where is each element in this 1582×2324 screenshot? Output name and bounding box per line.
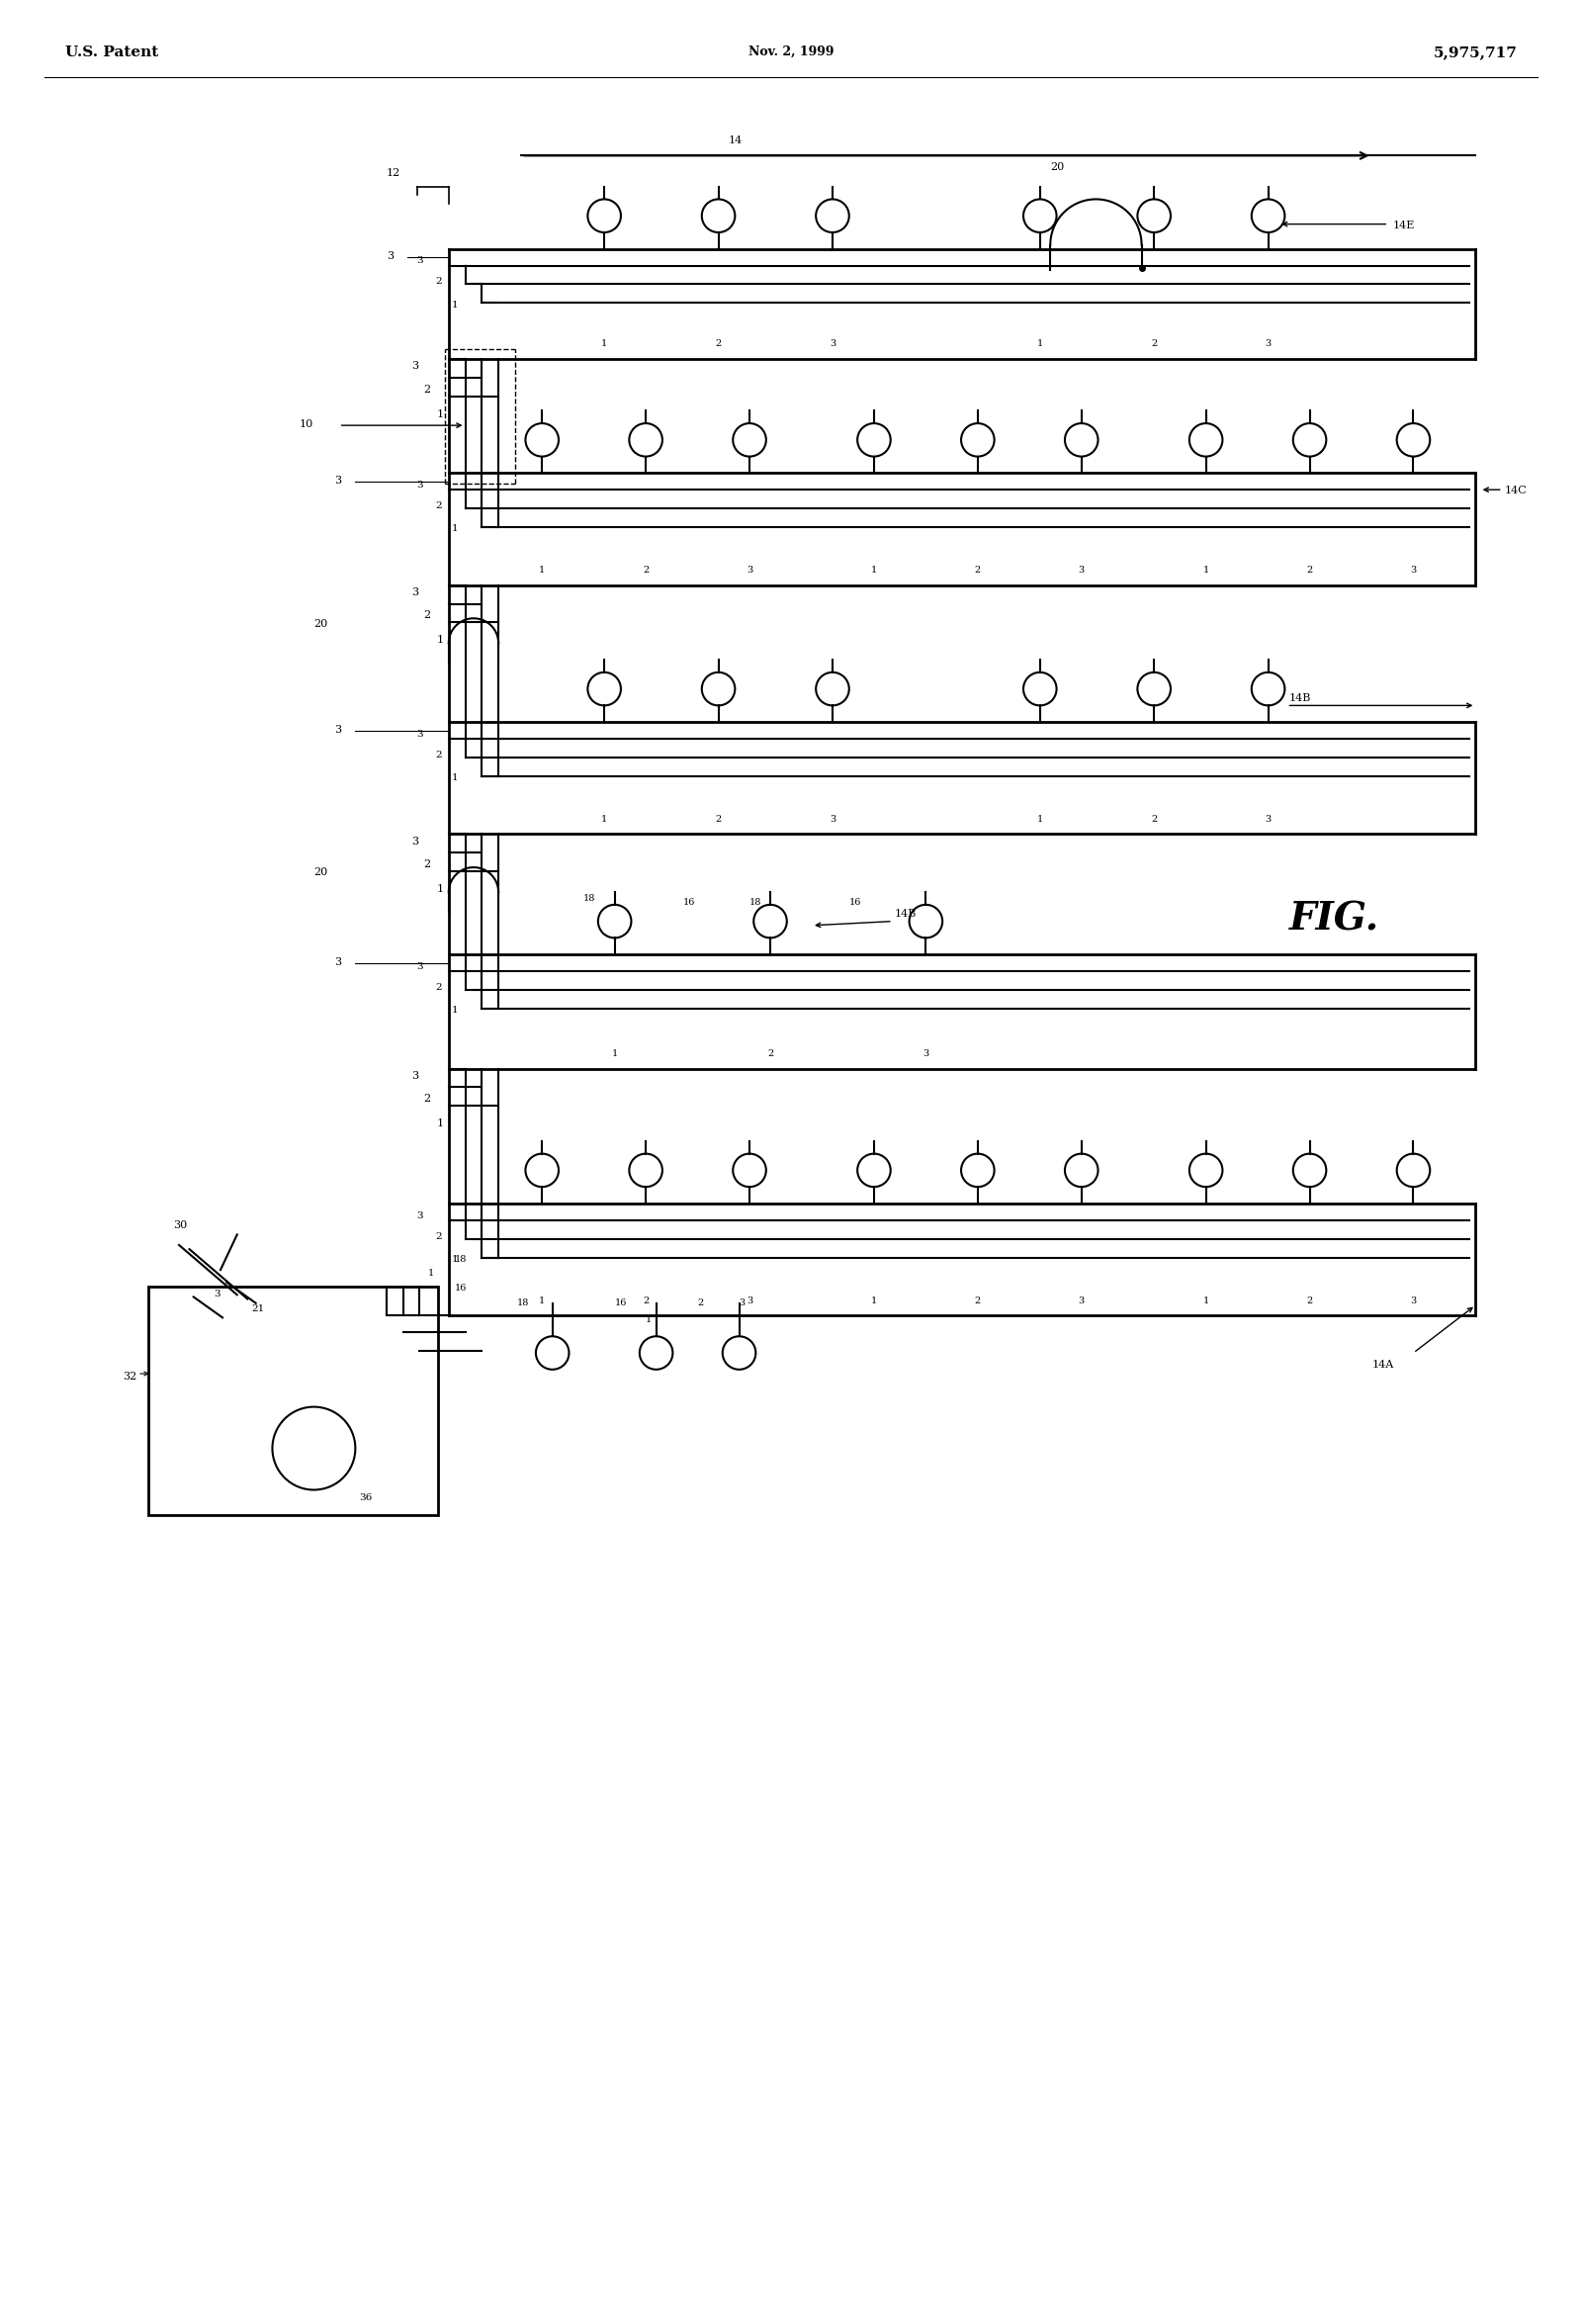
- Text: 1: 1: [612, 1048, 617, 1057]
- Text: 2: 2: [1307, 1297, 1313, 1306]
- Text: 1: 1: [437, 885, 443, 895]
- Text: 1: 1: [872, 565, 876, 574]
- Text: 1: 1: [429, 1269, 433, 1278]
- Text: 2: 2: [435, 277, 441, 286]
- Text: 3: 3: [411, 1071, 418, 1081]
- Text: 5,975,717: 5,975,717: [1433, 46, 1517, 60]
- Text: 1: 1: [451, 774, 459, 783]
- Text: 3: 3: [214, 1290, 221, 1299]
- Text: 3: 3: [334, 957, 342, 967]
- Text: 3: 3: [334, 476, 342, 486]
- Text: 20: 20: [1050, 163, 1065, 172]
- Text: Nov. 2, 1999: Nov. 2, 1999: [748, 46, 834, 58]
- Text: 3: 3: [922, 1048, 929, 1057]
- Text: 1: 1: [451, 1006, 459, 1016]
- Text: 3: 3: [416, 1211, 422, 1220]
- Text: 16: 16: [683, 897, 696, 906]
- Text: 3: 3: [411, 588, 418, 597]
- Text: 2: 2: [1152, 339, 1156, 349]
- Text: 18: 18: [456, 1255, 467, 1264]
- Text: 16: 16: [456, 1283, 467, 1292]
- Text: 1: 1: [437, 1118, 443, 1129]
- Text: 20: 20: [313, 618, 327, 627]
- Text: 3: 3: [1266, 816, 1272, 823]
- Text: 2: 2: [435, 751, 441, 760]
- Text: 1: 1: [451, 525, 459, 532]
- Text: 1: 1: [1202, 565, 1209, 574]
- Text: 3: 3: [416, 730, 422, 739]
- Text: 1: 1: [872, 1297, 876, 1306]
- Text: 1: 1: [451, 1255, 459, 1264]
- Text: 3: 3: [1410, 565, 1416, 574]
- Text: 3: 3: [747, 1297, 753, 1306]
- Text: 32: 32: [123, 1371, 138, 1383]
- Text: 1: 1: [601, 816, 607, 823]
- Text: 2: 2: [1152, 816, 1156, 823]
- Text: 20: 20: [313, 867, 327, 878]
- Text: 12: 12: [386, 167, 400, 179]
- Text: 1: 1: [1202, 1297, 1209, 1306]
- Text: 2: 2: [975, 1297, 981, 1306]
- Text: 3: 3: [416, 962, 422, 971]
- Text: 36: 36: [359, 1494, 373, 1501]
- Text: 10: 10: [299, 421, 313, 430]
- Text: 14: 14: [729, 135, 744, 144]
- Text: 2: 2: [767, 1048, 774, 1057]
- Text: 1: 1: [451, 300, 459, 309]
- Text: 3: 3: [386, 251, 394, 260]
- Text: 1: 1: [645, 1315, 652, 1325]
- Text: 14C: 14C: [1504, 486, 1527, 495]
- Text: 14E: 14E: [1392, 221, 1414, 230]
- Text: 3: 3: [747, 565, 753, 574]
- Text: 16: 16: [615, 1299, 626, 1306]
- Text: 14A: 14A: [1372, 1360, 1394, 1369]
- Text: 1: 1: [601, 339, 607, 349]
- Text: 1: 1: [539, 565, 546, 574]
- Text: 21: 21: [252, 1304, 264, 1313]
- Text: 14B: 14B: [1289, 693, 1311, 704]
- Text: 14B: 14B: [895, 909, 918, 918]
- Text: 2: 2: [435, 502, 441, 511]
- Text: 3: 3: [739, 1299, 745, 1306]
- Text: 2: 2: [435, 1232, 441, 1241]
- Text: 2: 2: [975, 565, 981, 574]
- Text: FIG.: FIG.: [1289, 899, 1380, 939]
- Text: 2: 2: [435, 983, 441, 992]
- Text: 18: 18: [517, 1299, 530, 1306]
- Text: 2: 2: [698, 1299, 704, 1306]
- Text: 3: 3: [1410, 1297, 1416, 1306]
- Text: 1: 1: [437, 409, 443, 418]
- Text: 3: 3: [411, 837, 418, 846]
- Text: 2: 2: [642, 1297, 649, 1306]
- Text: 2: 2: [424, 860, 430, 869]
- Text: 2: 2: [715, 339, 721, 349]
- Text: U.S. Patent: U.S. Patent: [65, 46, 158, 60]
- Text: 2: 2: [424, 383, 430, 395]
- Text: 3: 3: [416, 256, 422, 265]
- Text: 3: 3: [411, 363, 418, 372]
- Text: 3: 3: [416, 481, 422, 490]
- Text: 18: 18: [584, 895, 596, 902]
- Text: 1: 1: [1036, 339, 1043, 349]
- Text: 30: 30: [172, 1220, 187, 1229]
- Text: 3: 3: [829, 816, 835, 823]
- Text: 2: 2: [1307, 565, 1313, 574]
- Text: 2: 2: [642, 565, 649, 574]
- Text: 3: 3: [1079, 1297, 1085, 1306]
- Text: 16: 16: [850, 897, 861, 906]
- Text: 1: 1: [1036, 816, 1043, 823]
- Text: 2: 2: [424, 1095, 430, 1104]
- Text: 3: 3: [1266, 339, 1272, 349]
- Text: 2: 2: [424, 611, 430, 621]
- Text: 2: 2: [715, 816, 721, 823]
- Text: 18: 18: [750, 897, 763, 906]
- Text: 1: 1: [539, 1297, 546, 1306]
- Text: 3: 3: [1079, 565, 1085, 574]
- Text: 3: 3: [334, 725, 342, 734]
- Text: 1: 1: [437, 634, 443, 646]
- Text: 3: 3: [829, 339, 835, 349]
- Bar: [147, 1287, 438, 1515]
